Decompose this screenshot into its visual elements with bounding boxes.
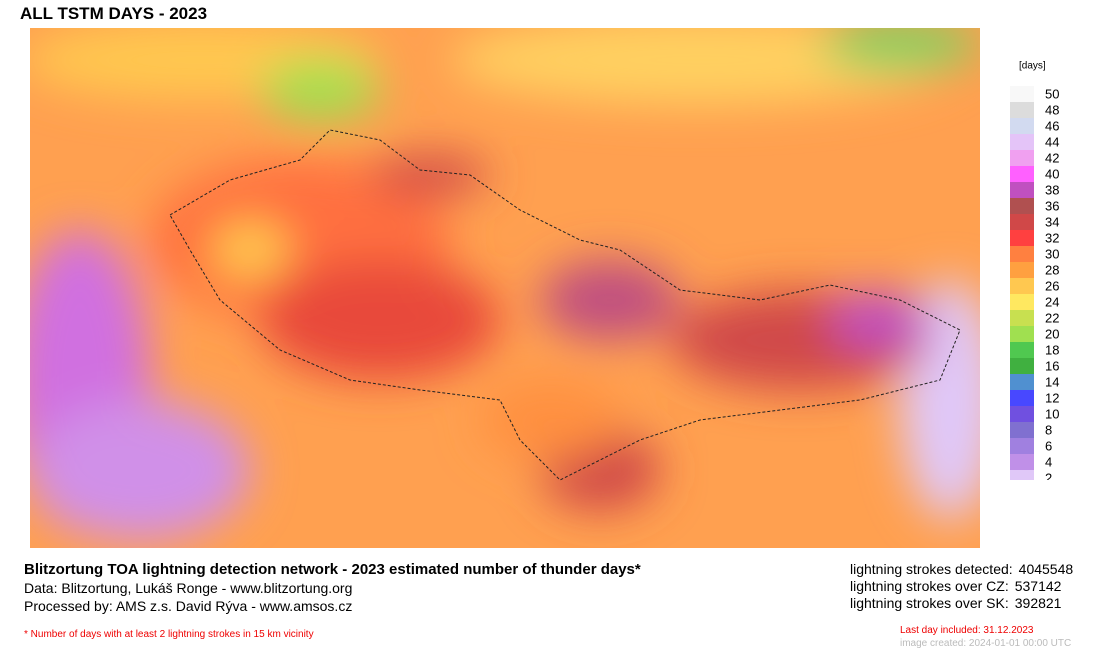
legend-label: 34 xyxy=(1045,214,1059,229)
legend-label: 40 xyxy=(1045,166,1059,181)
legend-label: 42 xyxy=(1045,150,1059,165)
legend-swatch xyxy=(1010,422,1034,438)
legend-swatch xyxy=(1010,246,1034,262)
legend-label: 36 xyxy=(1045,198,1059,213)
stat-label: lightning strokes over CZ: xyxy=(850,578,1009,594)
legend-label: 18 xyxy=(1045,342,1059,357)
legend-swatch xyxy=(1010,406,1034,422)
legend-label: 46 xyxy=(1045,118,1059,133)
legend-swatch xyxy=(1010,310,1034,326)
legend-label: 10 xyxy=(1045,406,1059,421)
legend-swatch xyxy=(1010,326,1034,342)
stat-row: lightning strokes over SK: 392821 xyxy=(850,595,1073,612)
footer-processed: Processed by: AMS z.s. David Rýva - www.… xyxy=(24,598,353,614)
stat-label: lightning strokes over SK: xyxy=(850,595,1009,611)
stat-value: 4045548 xyxy=(1018,561,1074,577)
legend-swatch xyxy=(1010,294,1034,310)
legend-swatch xyxy=(1010,86,1034,102)
legend-label: 24 xyxy=(1045,294,1059,309)
last-day: Last day included: 31.12.2023 xyxy=(900,625,1034,636)
legend-swatch xyxy=(1010,214,1034,230)
footer-heading: Blitzortung TOA lightning detection netw… xyxy=(24,561,641,578)
legend-label: 22 xyxy=(1045,310,1059,325)
legend-swatch xyxy=(1010,470,1034,480)
legend-label: 26 xyxy=(1045,278,1059,293)
legend-swatch xyxy=(1010,342,1034,358)
legend-swatch xyxy=(1010,150,1034,166)
legend-label: 2 xyxy=(1045,470,1052,480)
footnote: * Number of days with at least 2 lightni… xyxy=(24,629,314,640)
legend-label: 12 xyxy=(1045,390,1059,405)
legend-label: 32 xyxy=(1045,230,1059,245)
legend-swatch xyxy=(1010,278,1034,294)
legend-label: 6 xyxy=(1045,438,1052,453)
legend-unit: [days] xyxy=(1019,61,1046,72)
legend-swatch xyxy=(1010,182,1034,198)
legend-label: 28 xyxy=(1045,262,1059,277)
footer-data: Data: Blitzortung, Lukáš Ronge - www.bli… xyxy=(24,580,353,596)
legend-label: 44 xyxy=(1045,134,1059,149)
legend: [days] 504846444240383634323028262422201… xyxy=(1010,61,1059,480)
legend-swatch xyxy=(1010,374,1034,390)
legend-label: 48 xyxy=(1045,102,1059,117)
legend-label: 14 xyxy=(1045,374,1059,389)
legend-label: 8 xyxy=(1045,422,1052,437)
legend-label: 16 xyxy=(1045,358,1059,373)
legend-swatch xyxy=(1010,358,1034,374)
legend-swatch xyxy=(1010,102,1034,118)
title: ALL TSTM DAYS - 2023 xyxy=(20,4,208,23)
legend-swatch xyxy=(1010,390,1034,406)
legend-label: 38 xyxy=(1045,182,1059,197)
legend-swatch xyxy=(1010,230,1034,246)
legend-swatch xyxy=(1010,262,1034,278)
legend-swatch xyxy=(1010,454,1034,470)
legend-swatch xyxy=(1010,166,1034,182)
legend-label: 20 xyxy=(1045,326,1059,341)
legend-label: 4 xyxy=(1045,454,1052,469)
stats: lightning strokes detected: 4045548 lightn… xyxy=(850,561,1073,612)
map xyxy=(30,28,980,548)
stat-row: lightning strokes detected: 4045548 xyxy=(850,561,1073,578)
legend-swatch xyxy=(1010,118,1034,134)
stat-label: lightning strokes detected: xyxy=(850,561,1013,577)
legend-swatch xyxy=(1010,134,1034,150)
stat-row: lightning strokes over CZ: 537142 xyxy=(850,578,1073,595)
legend-label: 50 xyxy=(1045,86,1059,101)
legend-swatch xyxy=(1010,438,1034,454)
created: image created: 2024-01-01 00:00 UTC xyxy=(900,638,1072,649)
legend-label: 30 xyxy=(1045,246,1059,261)
stat-value: 392821 xyxy=(1014,595,1062,611)
legend-swatch xyxy=(1010,198,1034,214)
stat-value: 537142 xyxy=(1014,578,1062,594)
